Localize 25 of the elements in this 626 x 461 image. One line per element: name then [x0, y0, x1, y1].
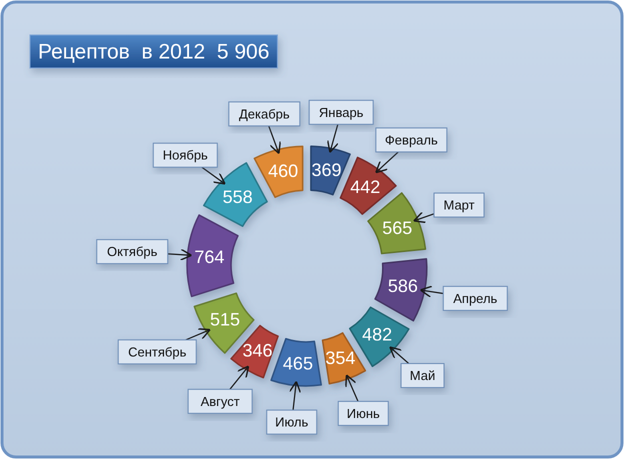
- slice-label: Июль: [275, 414, 309, 430]
- slice-label: Март: [443, 198, 475, 213]
- data-label: 482: [362, 324, 392, 344]
- slice-label: Июнь: [346, 406, 380, 421]
- slice-label: Декабрь: [238, 106, 290, 122]
- data-label: 515: [210, 310, 240, 330]
- data-label: 346: [242, 340, 273, 361]
- slice-label: Сентябрь: [128, 344, 187, 360]
- data-label: 558: [222, 186, 253, 207]
- data-label: 764: [194, 247, 224, 268]
- slice-label: Апрель: [453, 290, 498, 306]
- slice-label: Февраль: [384, 132, 438, 148]
- data-label: 369: [311, 160, 342, 180]
- slice-label: Ноябрь: [162, 148, 208, 163]
- data-label: 586: [388, 276, 418, 296]
- slice-label: Май: [410, 368, 436, 384]
- data-label: 460: [268, 160, 298, 181]
- slice-label: Октябрь: [107, 244, 158, 260]
- slice-label: Январь: [318, 104, 364, 120]
- chart-title: Рецептов в 2012 5 906: [38, 40, 270, 64]
- data-label: 442: [350, 177, 380, 198]
- data-label: 354: [325, 348, 356, 368]
- slice-label: Август: [200, 394, 240, 409]
- data-label: 465: [282, 354, 313, 374]
- data-label: 565: [382, 218, 412, 238]
